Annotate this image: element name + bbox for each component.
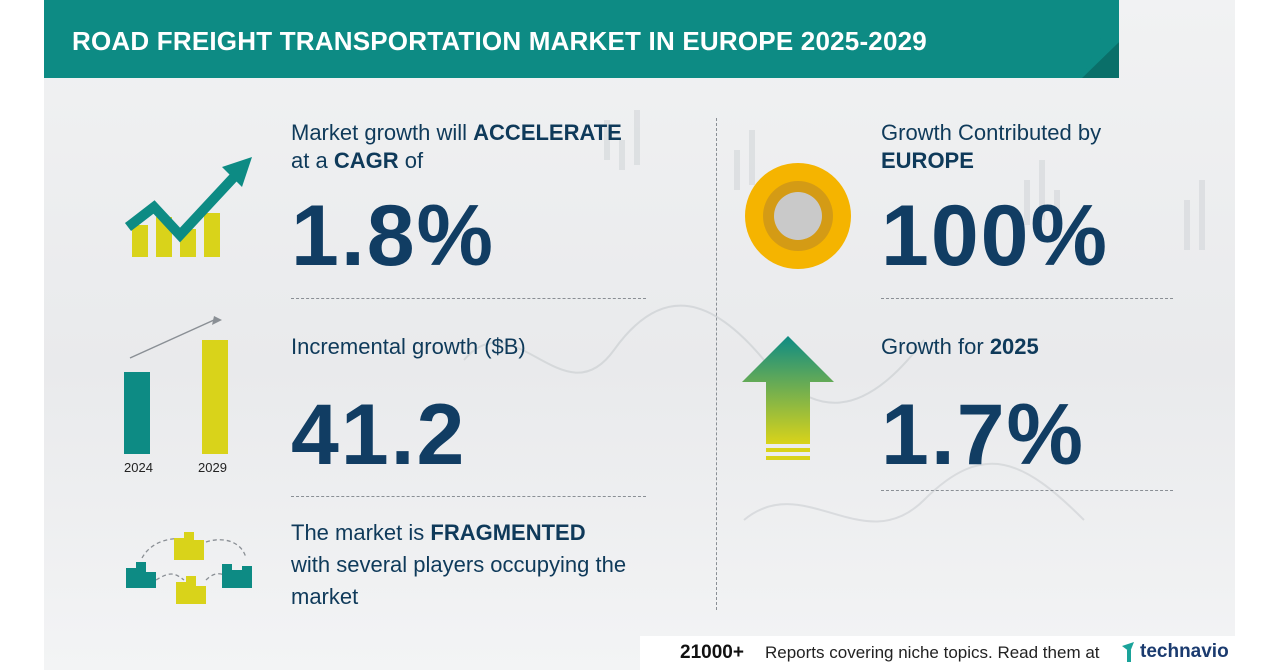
footer-text: Reports covering niche topics. Read them… bbox=[765, 643, 1100, 662]
region-label: Growth Contributed by bbox=[881, 120, 1102, 145]
incremental-value: 41.2 bbox=[291, 387, 467, 483]
divider-region bbox=[881, 298, 1173, 299]
report-count: 21000+ bbox=[680, 642, 744, 663]
divider-incremental bbox=[291, 496, 646, 497]
region-name: EUROPE bbox=[881, 148, 974, 173]
growth-chart-icon bbox=[124, 157, 252, 257]
up-arrow-icon bbox=[742, 336, 834, 460]
cagr-label-line2: at a CAGR of bbox=[291, 148, 424, 173]
year-end-label: 2029 bbox=[198, 460, 227, 475]
divider-yoy bbox=[881, 490, 1173, 491]
yoy-label: Growth for 2025 bbox=[881, 334, 1039, 359]
technavio-logo-icon bbox=[1122, 642, 1134, 662]
region-value: 100% bbox=[881, 188, 1109, 284]
background-decoration bbox=[463, 110, 1205, 523]
technavio-link[interactable]: technavio bbox=[1140, 641, 1229, 662]
cagr-value: 1.8% bbox=[291, 188, 496, 284]
vertical-divider bbox=[716, 118, 717, 610]
market-line2: with several players occupying the bbox=[291, 552, 627, 577]
page-title: ROAD FREIGHT TRANSPORTATION MARKET IN EU… bbox=[72, 26, 927, 56]
yoy-value: 1.7% bbox=[881, 387, 1086, 483]
footer-bar: 21000+ Reports covering niche topics. Re… bbox=[640, 636, 1235, 670]
year-start-label: 2024 bbox=[124, 460, 153, 475]
banner-shape bbox=[44, 0, 1119, 78]
cagr-label-line1: Market growth will ACCELERATE bbox=[291, 120, 622, 145]
incremental-label: Incremental growth ($B) bbox=[291, 334, 526, 359]
title-banner: ROAD FREIGHT TRANSPORTATION MARKET IN EU… bbox=[44, 0, 1164, 78]
infographic-canvas: ROAD FREIGHT TRANSPORTATION MARKET IN EU… bbox=[44, 0, 1235, 670]
incremental-bars-icon bbox=[124, 316, 228, 454]
market-line3: market bbox=[291, 584, 359, 609]
market-line1: The market is FRAGMENTED bbox=[291, 520, 586, 545]
ring-chart-icon bbox=[745, 163, 851, 269]
fragmented-buildings-icon bbox=[126, 532, 252, 604]
divider-cagr bbox=[291, 298, 646, 299]
